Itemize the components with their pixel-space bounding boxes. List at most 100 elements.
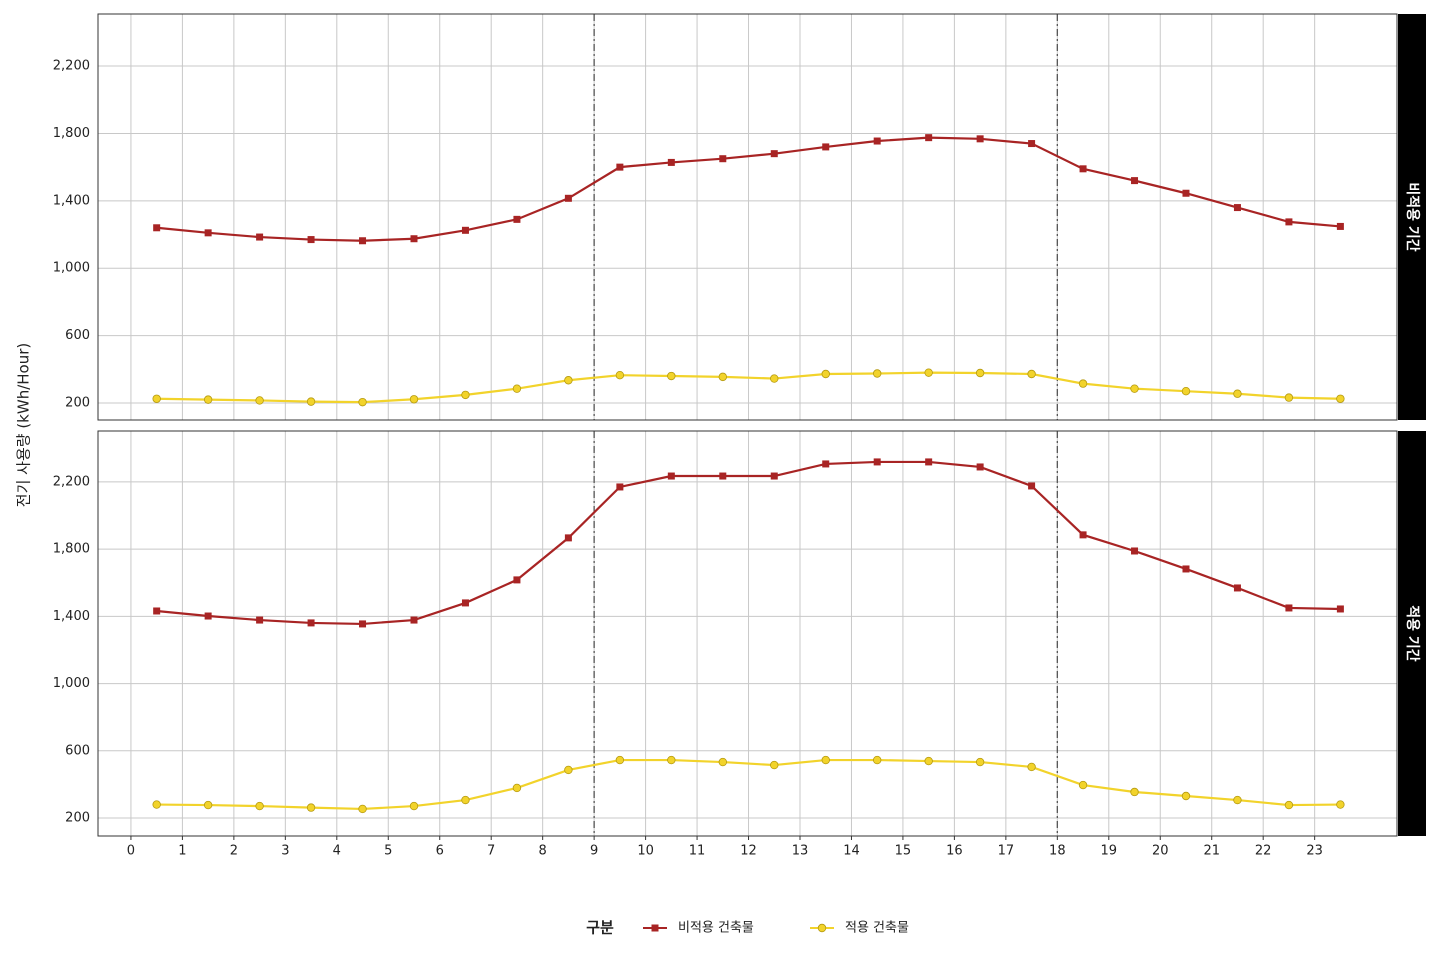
point <box>564 534 572 542</box>
point <box>461 390 470 400</box>
y-tick-label: 1,800 <box>53 126 90 141</box>
x-tick-label: 21 <box>1203 844 1220 859</box>
point <box>667 472 675 480</box>
point <box>306 397 316 406</box>
y-tick-label: 200 <box>65 395 90 410</box>
point <box>975 368 985 378</box>
point <box>1130 384 1139 393</box>
x-tick-label: 18 <box>1049 844 1066 859</box>
point <box>616 163 624 171</box>
point <box>1130 787 1139 797</box>
x-tick-label: 5 <box>384 844 392 859</box>
x-tick-label: 10 <box>637 844 654 859</box>
y-tick-label: 1,400 <box>53 193 90 208</box>
point <box>667 158 675 166</box>
point <box>872 369 882 378</box>
point <box>770 150 778 158</box>
y-tick-label: 1,000 <box>53 676 90 691</box>
y-tick-label: 600 <box>65 743 90 758</box>
point <box>667 371 676 381</box>
point <box>1027 762 1036 772</box>
point <box>1027 369 1036 379</box>
point <box>409 395 419 404</box>
point <box>461 599 469 607</box>
point <box>975 757 985 767</box>
point <box>873 137 881 145</box>
point <box>1233 795 1242 805</box>
point <box>255 396 264 405</box>
series-line <box>156 460 1341 626</box>
legend-label: 비적용 건축물 <box>678 921 754 936</box>
point <box>564 376 573 385</box>
y-tick-label: 2,200 <box>53 474 90 489</box>
point <box>616 483 624 491</box>
point <box>461 226 469 234</box>
y-tick-label: 1,400 <box>53 609 90 624</box>
point <box>410 235 418 243</box>
point <box>1028 482 1036 490</box>
point <box>203 395 213 404</box>
x-tick-label: 23 <box>1306 844 1323 859</box>
series-line <box>156 371 1341 404</box>
x-tick-label: 15 <box>895 844 912 859</box>
point <box>1131 547 1139 555</box>
point <box>410 616 418 624</box>
point <box>1182 189 1190 197</box>
point <box>256 616 264 624</box>
series-line <box>156 758 1341 811</box>
point <box>1285 218 1293 226</box>
x-tick-label: 0 <box>127 844 135 859</box>
point <box>153 224 161 232</box>
point <box>821 755 830 765</box>
x-tick-label: 4 <box>333 844 341 859</box>
point <box>1078 379 1088 388</box>
x-tick-label: 19 <box>1101 844 1118 859</box>
point <box>1336 394 1345 403</box>
point <box>1028 140 1036 148</box>
x-tick-label: 14 <box>843 844 860 859</box>
point <box>307 619 315 627</box>
point <box>822 460 830 468</box>
point <box>822 143 830 151</box>
point <box>359 620 367 628</box>
point <box>718 372 727 382</box>
point <box>152 394 161 403</box>
point <box>1181 791 1191 801</box>
point <box>1285 604 1293 612</box>
point <box>615 755 625 765</box>
point <box>153 607 161 615</box>
point <box>203 800 213 810</box>
point <box>667 755 676 765</box>
facet-label: 적용 기간 <box>1404 605 1421 662</box>
point <box>512 783 522 793</box>
legend-label: 적용 건축물 <box>845 921 909 936</box>
point <box>718 757 727 767</box>
y-tick-label: 200 <box>65 811 90 826</box>
point <box>255 801 264 811</box>
point <box>719 155 727 163</box>
point <box>1079 531 1087 539</box>
point <box>1284 393 1294 402</box>
x-tick-label: 17 <box>998 844 1015 859</box>
point <box>924 756 933 766</box>
point <box>256 233 264 241</box>
x-tick-label: 12 <box>740 844 757 859</box>
point <box>1233 204 1241 212</box>
x-tick-label: 22 <box>1255 844 1272 859</box>
point <box>1182 565 1190 573</box>
legend-marker <box>651 924 659 932</box>
point <box>306 803 316 812</box>
point <box>872 755 882 765</box>
point <box>770 760 779 770</box>
point <box>461 795 470 805</box>
point <box>821 369 830 379</box>
point <box>359 237 367 245</box>
facet-strip <box>1398 431 1426 836</box>
point <box>1131 177 1139 185</box>
x-tick-label: 7 <box>487 844 495 859</box>
point <box>152 800 161 809</box>
point <box>512 384 522 393</box>
point <box>925 134 933 142</box>
y-tick-label: 600 <box>65 328 90 343</box>
y-tick-label: 2,200 <box>53 59 90 74</box>
